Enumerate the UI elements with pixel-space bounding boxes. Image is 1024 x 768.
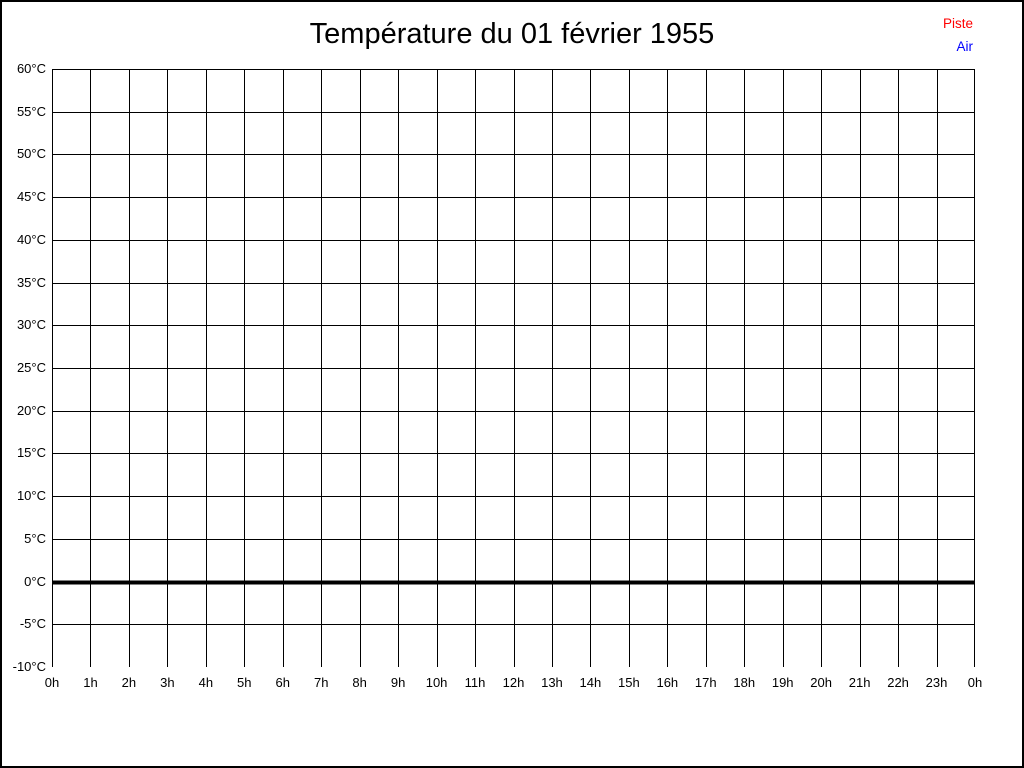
- x-tick-label: 19h: [771, 675, 794, 690]
- y-tick-label: 25°C: [16, 360, 46, 375]
- y-tick-label: 45°C: [16, 189, 46, 205]
- x-tick-label: 0h: [967, 675, 983, 690]
- x-tick-label: 9h: [390, 675, 406, 690]
- chart-title: Température du 01 février 1955: [309, 18, 715, 50]
- x-tick-label: 16h: [656, 675, 679, 690]
- y-tick-label: 0°C: [24, 573, 46, 589]
- legend-item: Piste: [942, 16, 973, 31]
- y-tick-label: 55°C: [16, 103, 46, 119]
- x-tick-label: 6h: [275, 675, 290, 690]
- y-tick-label: 20°C: [16, 402, 46, 418]
- y-tick-label: 5°C: [24, 530, 46, 546]
- x-tick-label: 7h: [313, 675, 329, 690]
- y-tick-label: 35°C: [16, 274, 46, 290]
- y-tick-label: -5°C: [19, 616, 46, 632]
- x-tick-label: 12h: [502, 675, 525, 690]
- y-tick-label: 50°C: [16, 146, 46, 162]
- x-tick-label: 15h: [618, 675, 640, 690]
- x-tick-label: 4h: [198, 675, 214, 690]
- x-tick-label: 18h: [733, 675, 756, 690]
- x-tick-label: 11h: [464, 675, 486, 690]
- y-tick-label: 40°C: [16, 231, 46, 247]
- x-tick-label: 23h: [925, 675, 948, 690]
- y-tick-label: 60°C: [16, 61, 46, 76]
- x-tick-label: 14h: [579, 675, 602, 690]
- y-tick-label: 15°C: [16, 445, 46, 461]
- x-tick-label: 5h: [237, 675, 252, 690]
- y-tick-label: 10°C: [16, 488, 46, 504]
- x-tick-label: 1h: [83, 675, 98, 690]
- y-tick-label: 30°C: [16, 317, 46, 333]
- x-tick-label: 0h: [44, 675, 60, 690]
- x-tick-label: 21h: [848, 675, 871, 690]
- x-tick-label: 2h: [121, 675, 137, 690]
- x-tick-label: 8h: [352, 675, 367, 690]
- y-tick-label: -10°C: [12, 659, 46, 674]
- chart-legend: Piste Air: [943, 12, 973, 58]
- x-tick-label: 3h: [160, 675, 175, 690]
- grid-lines: [52, 69, 975, 667]
- x-tick-label: 20h: [810, 675, 832, 690]
- x-tick-label: 17h: [694, 675, 717, 690]
- x-tick-label: 22h: [887, 675, 909, 690]
- legend-item: Air: [956, 39, 974, 54]
- x-tick-label: 13h: [541, 675, 563, 690]
- plot-area: [52, 69, 975, 667]
- x-tick-label: 10h: [425, 675, 448, 690]
